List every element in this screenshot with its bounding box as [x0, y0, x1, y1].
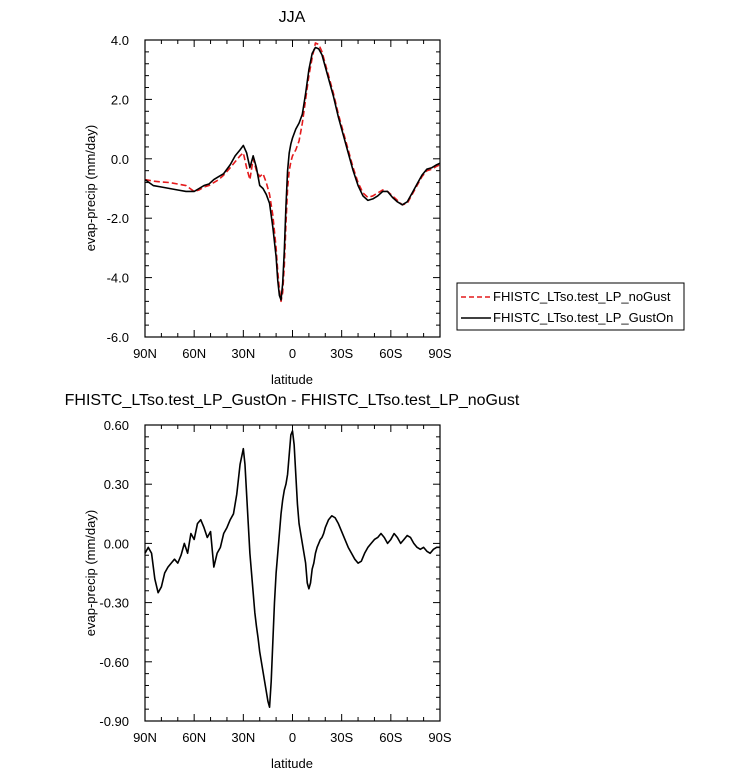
- top-x-tick-labels: 90N 60N 30N 0 30S 60S 90S: [133, 346, 452, 361]
- y-tick-label: 0.00: [104, 536, 129, 551]
- bottom-series-group: [144, 430, 440, 708]
- x-tick-label: 60S: [379, 730, 402, 745]
- x-tick-label: 0: [289, 346, 296, 361]
- y-tick-label: -4.0: [107, 271, 129, 286]
- bottom-plot-frame: [144, 424, 441, 722]
- x-tick-label: 60N: [182, 346, 206, 361]
- x-tick-label: 90S: [428, 730, 451, 745]
- top-chart-title: JJA: [279, 9, 306, 26]
- x-tick-label: 0: [289, 730, 296, 745]
- x-tick-label: 90S: [428, 346, 451, 361]
- bottom-y-axis-label: evap-precip (mm/day): [83, 510, 98, 636]
- bottom-x-tick-labels: 90N 60N 30N 0 30S 60S 90S: [133, 730, 452, 745]
- y-tick-label: 4.0: [111, 33, 129, 48]
- x-tick-label: 30S: [330, 346, 353, 361]
- bottom-y-tick-labels: -0.90 -0.60 -0.30 0.00 0.30 0.60: [99, 418, 129, 729]
- bottom-panel: FHISTC_LTso.test_LP_GustOn - FHISTC_LTso…: [65, 392, 520, 771]
- x-tick-label: 60N: [182, 730, 206, 745]
- bottom-series-line-0: [144, 430, 440, 708]
- top-series-line-0: [144, 42, 441, 303]
- x-tick-label: 30N: [231, 346, 255, 361]
- y-tick-label: 0.0: [111, 152, 129, 167]
- y-tick-label: 0.60: [104, 418, 129, 433]
- bottom-ticks: [144, 424, 441, 722]
- legend: FHISTC_LTso.test_LP_noGust FHISTC_LTso.t…: [456, 282, 685, 331]
- y-tick-label: -0.30: [99, 596, 129, 611]
- y-tick-label: -0.90: [99, 714, 129, 729]
- top-y-axis-label: evap-precip (mm/day): [83, 125, 98, 251]
- bottom-chart-title: FHISTC_LTso.test_LP_GustOn - FHISTC_LTso…: [65, 392, 520, 409]
- legend-box: [456, 282, 685, 331]
- top-y-tick-labels: -6.0 -4.0 -2.0 0.0 2.0 4.0: [107, 33, 129, 345]
- top-series-group: [144, 42, 441, 303]
- bottom-x-axis-label: latitude: [271, 756, 313, 771]
- y-tick-label: -2.0: [107, 211, 129, 226]
- legend-label-guston: FHISTC_LTso.test_LP_GustOn: [493, 310, 673, 325]
- y-tick-label: -0.60: [99, 655, 129, 670]
- x-tick-label: 30S: [330, 730, 353, 745]
- top-ticks: [144, 39, 441, 338]
- x-tick-label: 30N: [231, 730, 255, 745]
- top-series-line-1: [144, 46, 441, 301]
- y-tick-label: 2.0: [111, 92, 129, 107]
- legend-label-nogust: FHISTC_LTso.test_LP_noGust: [493, 289, 671, 304]
- top-panel: JJA 90N 60N 30N 0 30S 60S 90S -6.0 -4.0 -2.0 0.0 2…: [83, 9, 685, 387]
- x-tick-label: 60S: [379, 346, 402, 361]
- top-x-axis-label: latitude: [271, 372, 313, 387]
- x-tick-label: 90N: [133, 346, 157, 361]
- y-tick-label: 0.30: [104, 477, 129, 492]
- x-tick-label: 90N: [133, 730, 157, 745]
- y-tick-label: -6.0: [107, 330, 129, 345]
